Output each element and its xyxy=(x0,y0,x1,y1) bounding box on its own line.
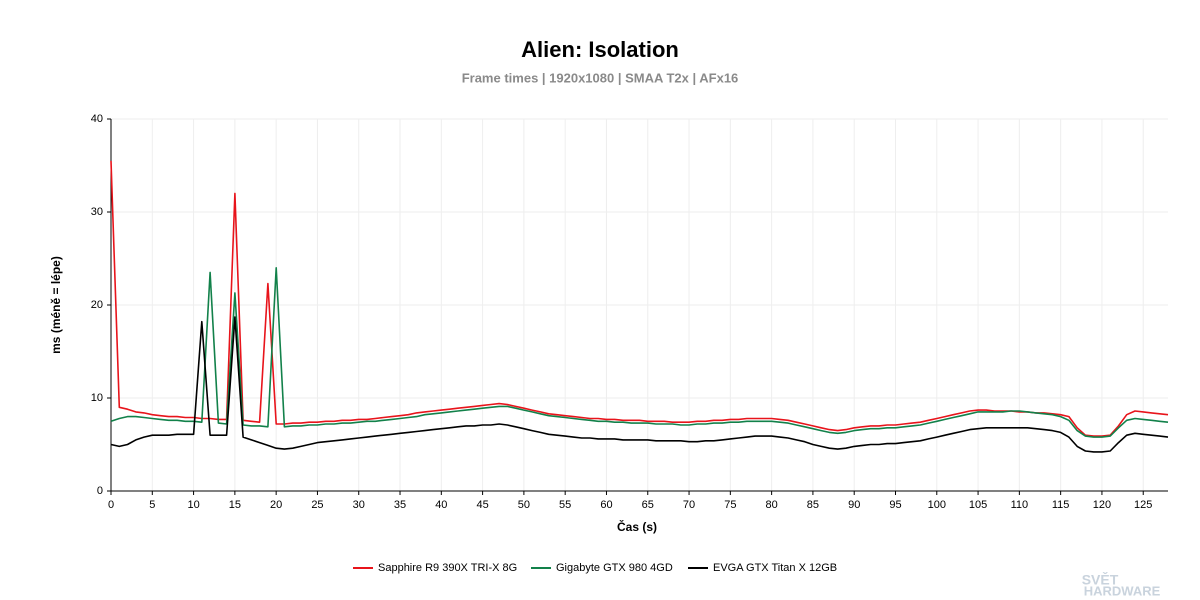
watermark: SVĚT HARDWARE xyxy=(1082,571,1161,599)
x-tick-label: 95 xyxy=(889,499,901,511)
x-tick-label: 15 xyxy=(229,499,241,511)
series-line xyxy=(110,160,1169,437)
watermark-text: SVĚT xyxy=(1082,571,1119,588)
x-tick-label: 50 xyxy=(518,499,530,511)
y-tick-label: 30 xyxy=(91,206,103,218)
x-tick-label: 0 xyxy=(108,499,114,511)
x-tick-label: 80 xyxy=(766,499,778,511)
y-tick-label: 0 xyxy=(97,485,103,497)
x-tick-label: 40 xyxy=(435,499,447,511)
x-tick-label: 55 xyxy=(559,499,571,511)
x-tick-label: 20 xyxy=(270,499,282,511)
y-tick-label: 20 xyxy=(91,299,103,311)
series-line xyxy=(110,267,1169,438)
x-tick-label: 100 xyxy=(928,499,946,511)
x-axis-label: Čas (s) xyxy=(617,519,657,534)
x-tick-label: 45 xyxy=(476,499,488,511)
chart-title: Alien: Isolation xyxy=(521,37,679,62)
x-tick-label: 120 xyxy=(1093,499,1111,511)
x-tick-label: 35 xyxy=(394,499,406,511)
y-tick-label: 10 xyxy=(91,392,103,404)
x-tick-label: 25 xyxy=(311,499,323,511)
legend-item: EVGA GTX Titan X 12GB xyxy=(688,562,837,574)
watermark-text: HARDWARE xyxy=(1084,583,1161,598)
y-axis-label: ms (méně = lépe) xyxy=(49,256,63,354)
x-tick-label: 125 xyxy=(1134,499,1152,511)
x-tick-label: 85 xyxy=(807,499,819,511)
y-tick-label: 40 xyxy=(91,113,103,125)
legend-item: Sapphire R9 390X TRI-X 8G xyxy=(353,562,517,574)
legend-label: Sapphire R9 390X TRI-X 8G xyxy=(378,562,517,574)
x-tick-label: 60 xyxy=(600,499,612,511)
x-tick-label: 5 xyxy=(149,499,155,511)
x-tick-label: 65 xyxy=(642,499,654,511)
x-tick-label: 10 xyxy=(187,499,199,511)
legend-item: Gigabyte GTX 980 4GD xyxy=(531,562,673,574)
x-tick-label: 105 xyxy=(969,499,987,511)
series-line xyxy=(110,316,1169,453)
x-tick-label: 75 xyxy=(724,499,736,511)
legend-label: EVGA GTX Titan X 12GB xyxy=(713,562,837,574)
chart-subtitle: Frame times | 1920x1080 | SMAA T2x | AFx… xyxy=(462,70,739,85)
x-tick-label: 110 xyxy=(1011,499,1029,511)
x-tick-label: 115 xyxy=(1052,499,1070,511)
x-tick-label: 90 xyxy=(848,499,860,511)
legend-label: Gigabyte GTX 980 4GD xyxy=(556,562,673,574)
x-tick-label: 30 xyxy=(353,499,365,511)
x-tick-label: 70 xyxy=(683,499,695,511)
